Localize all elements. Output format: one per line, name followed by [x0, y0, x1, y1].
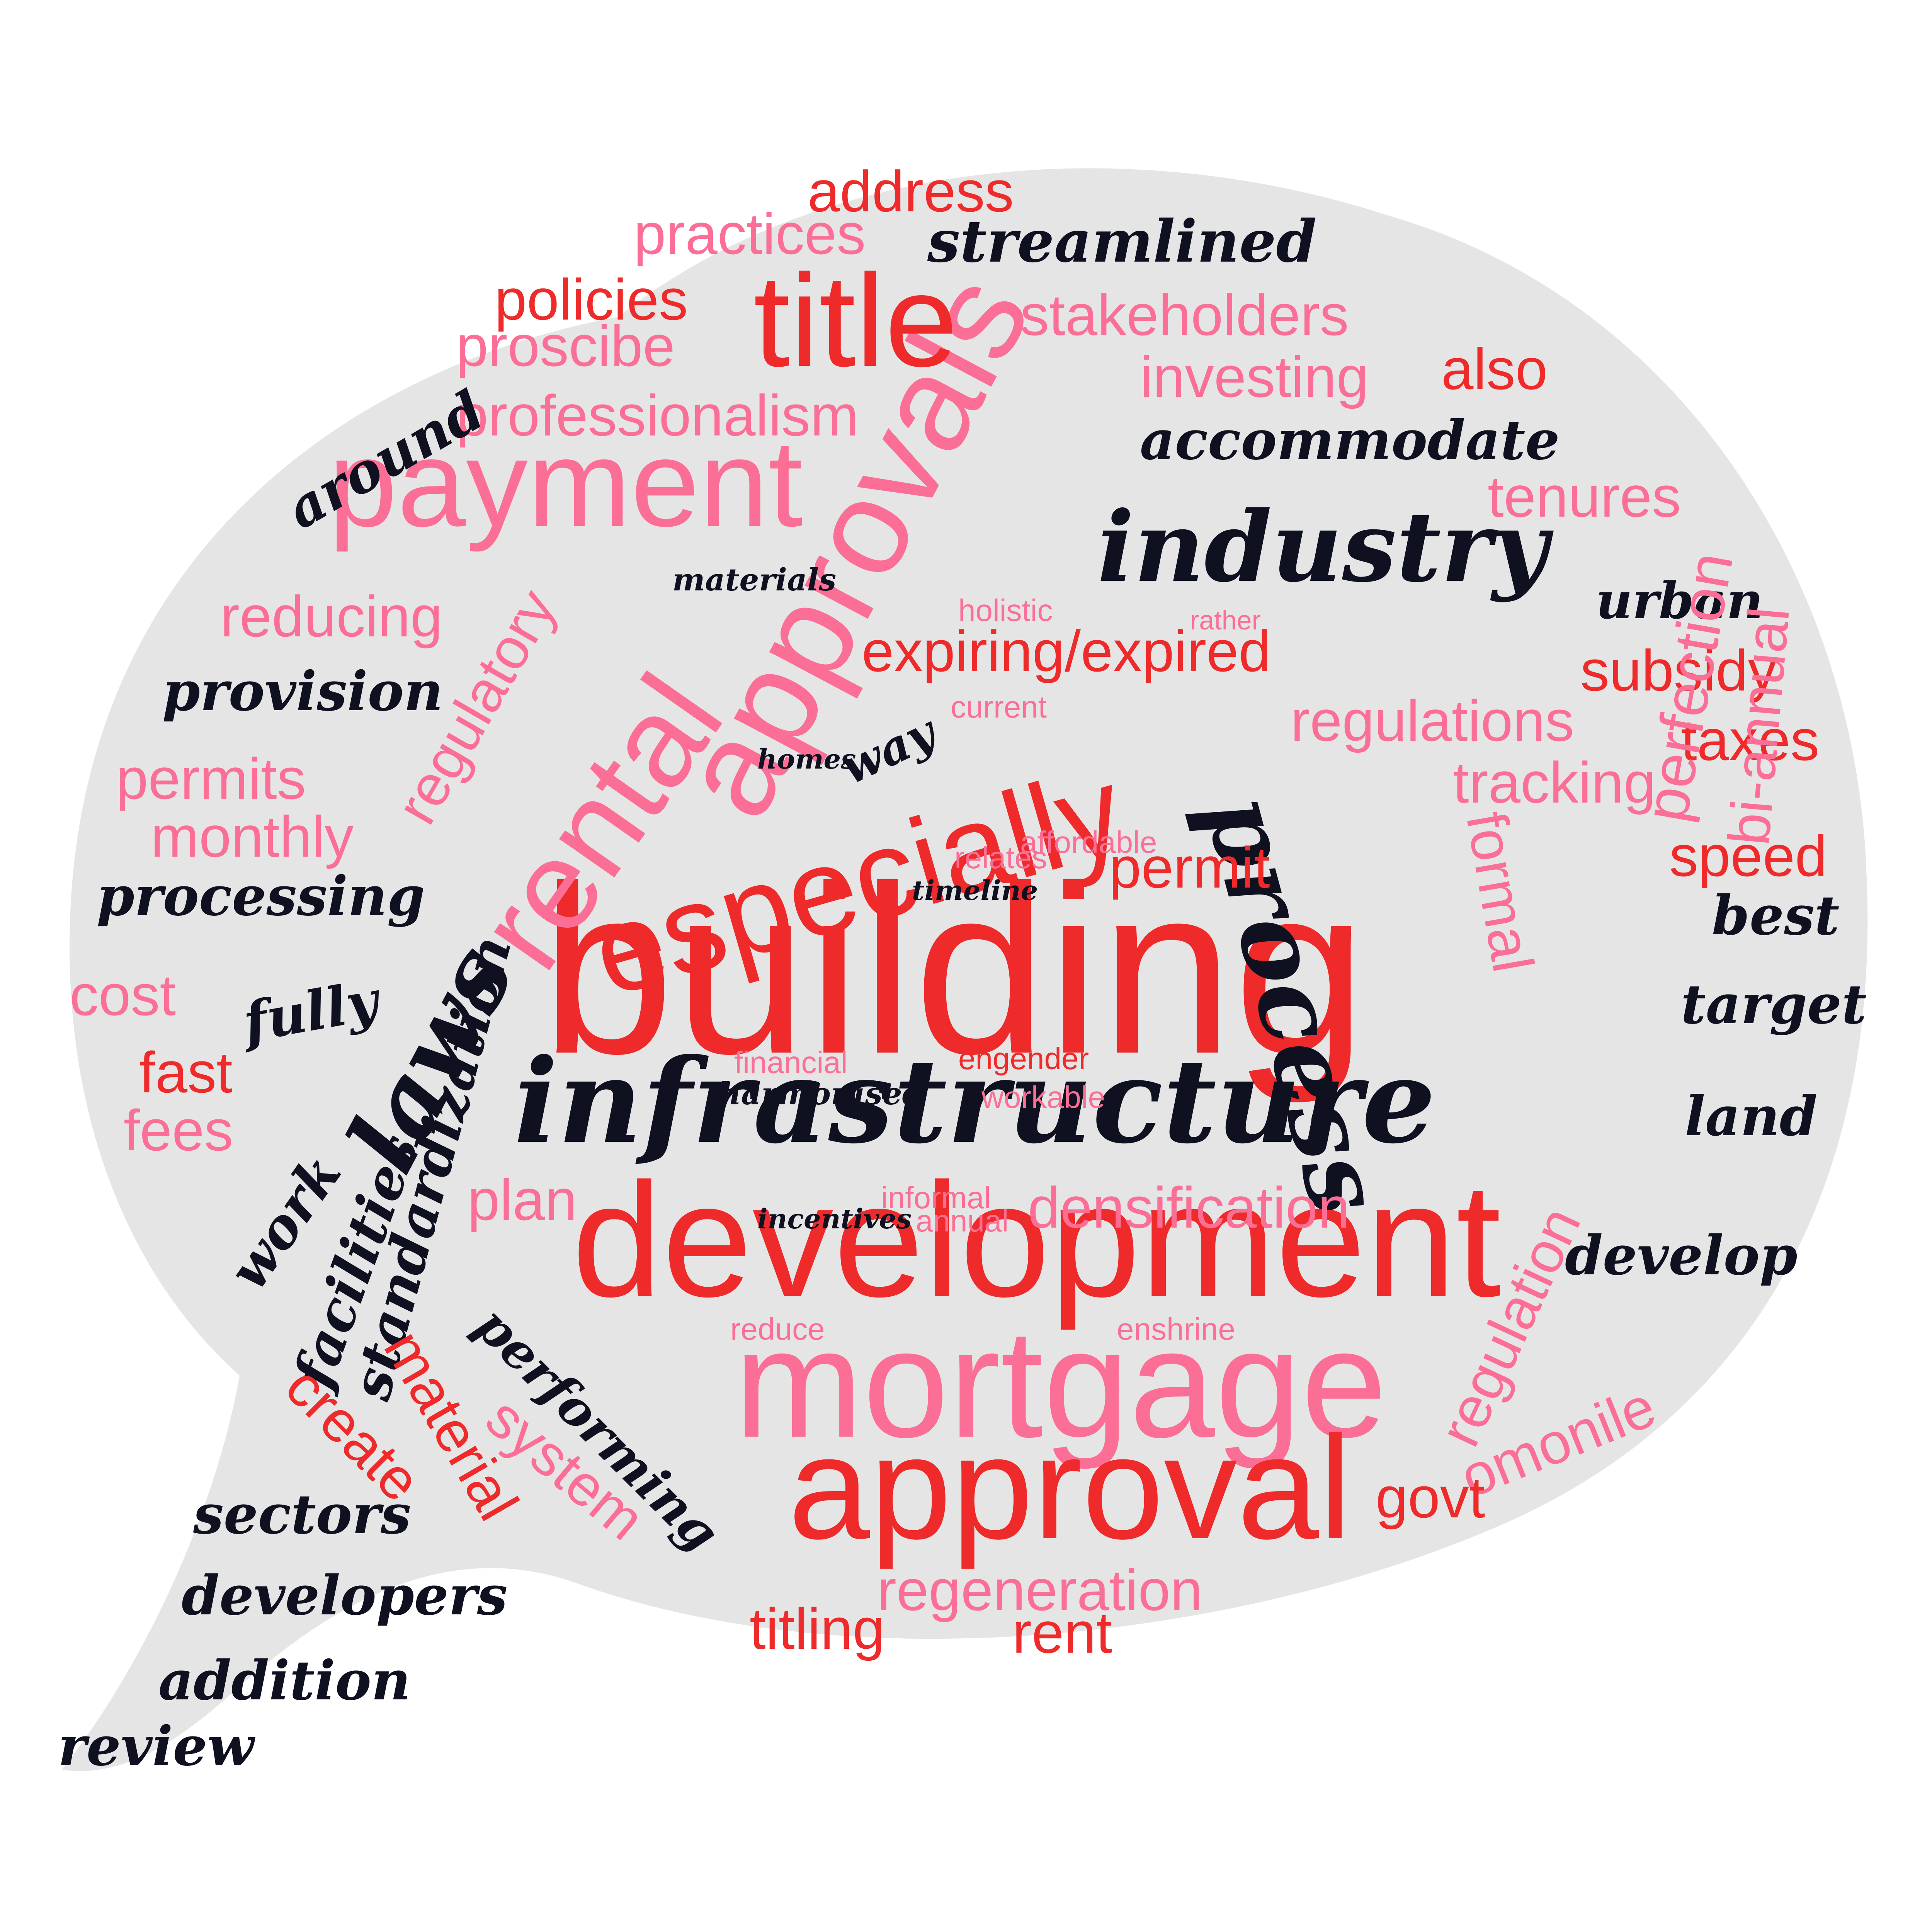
word-govt: govt [1376, 1465, 1485, 1530]
word-plan: plan [468, 1167, 577, 1232]
word-speed: speed [1669, 823, 1827, 888]
word-permits: permits [116, 746, 306, 811]
word-current: current [951, 690, 1047, 724]
word-expiring-expired: expiring/expired [862, 619, 1271, 684]
word-development: development [572, 1150, 1501, 1331]
word-streamlined: streamlined [927, 207, 1317, 276]
word-proscibe: proscibe [456, 313, 675, 378]
word-rent: rent [1012, 1600, 1112, 1665]
word-materials: materials [672, 561, 837, 598]
word-tracking: tracking [1453, 750, 1656, 815]
word-informal: informal [881, 1180, 991, 1215]
word-land: land [1685, 1085, 1818, 1148]
word-professionalism: professionalism [456, 383, 859, 448]
word-industry: industry [1097, 490, 1548, 604]
word-address: address [808, 159, 1014, 224]
speech-bubble-fill [62, 168, 1868, 1771]
word-relates: relates [954, 840, 1048, 875]
word-mortgage: mortgage [734, 1297, 1387, 1469]
word-investing: investing [1140, 344, 1369, 409]
word-fast: fast [139, 1040, 233, 1105]
word-accommodate: accommodate [1140, 409, 1560, 472]
word-regulations: regulations [1291, 688, 1574, 753]
word-building: building [541, 836, 1367, 1104]
word-provision: provision [162, 660, 443, 723]
word-reduce: reduce [730, 1312, 825, 1346]
word-permit: permit [1109, 835, 1270, 900]
word-develop: develop [1565, 1224, 1798, 1287]
word-densification: densification [1028, 1175, 1350, 1240]
word-incentives: incentives [757, 1203, 912, 1235]
word-formal: formal [1454, 807, 1546, 977]
word-regeneration: regeneration [877, 1558, 1203, 1622]
word-review: review [58, 1715, 254, 1778]
word-taxes: taxes [1681, 707, 1820, 772]
word-target: target [1681, 973, 1867, 1036]
word-cost: cost [70, 963, 176, 1027]
word-title: title [753, 247, 958, 394]
word-fully: fully [238, 969, 383, 1055]
word-financial: financial [734, 1045, 848, 1080]
word-homes: homes [757, 743, 856, 775]
word-annual: annual [916, 1204, 1009, 1238]
word-holistic: holistic [958, 593, 1053, 628]
word-harmonised: harmonised [719, 1075, 924, 1112]
word-subsidy: subsidy [1580, 638, 1777, 703]
word-best: best [1712, 884, 1840, 947]
word-processing: processing [97, 865, 425, 928]
word-affordable: affordable [1020, 825, 1157, 859]
word-also: also [1441, 337, 1548, 401]
word-workable: workable [981, 1080, 1105, 1114]
word-tenures: tenures [1488, 464, 1681, 529]
word-titling: titling [750, 1596, 885, 1661]
word-sectors: sectors [193, 1483, 411, 1546]
word-practices: practices [634, 201, 866, 266]
word-reducing: reducing [220, 584, 443, 649]
word-policies: policies [495, 267, 688, 332]
word-timeline: timeline [912, 874, 1038, 906]
word-enshrine: enshrine [1117, 1312, 1235, 1346]
word-rather: rather [1190, 605, 1261, 635]
word-developers: developers [182, 1564, 508, 1628]
word-payment: payment [328, 414, 803, 552]
word-approval: approval [788, 1405, 1352, 1570]
word-monthly: monthly [151, 804, 354, 869]
word-addition: addition [158, 1649, 411, 1713]
word-stakeholders: stakeholders [1020, 282, 1349, 347]
word-urban: urban [1596, 571, 1763, 630]
word-engender: engender [958, 1041, 1089, 1076]
word-fees: fees [124, 1098, 233, 1163]
word-infrastructure: infrastructure [514, 1033, 1436, 1169]
